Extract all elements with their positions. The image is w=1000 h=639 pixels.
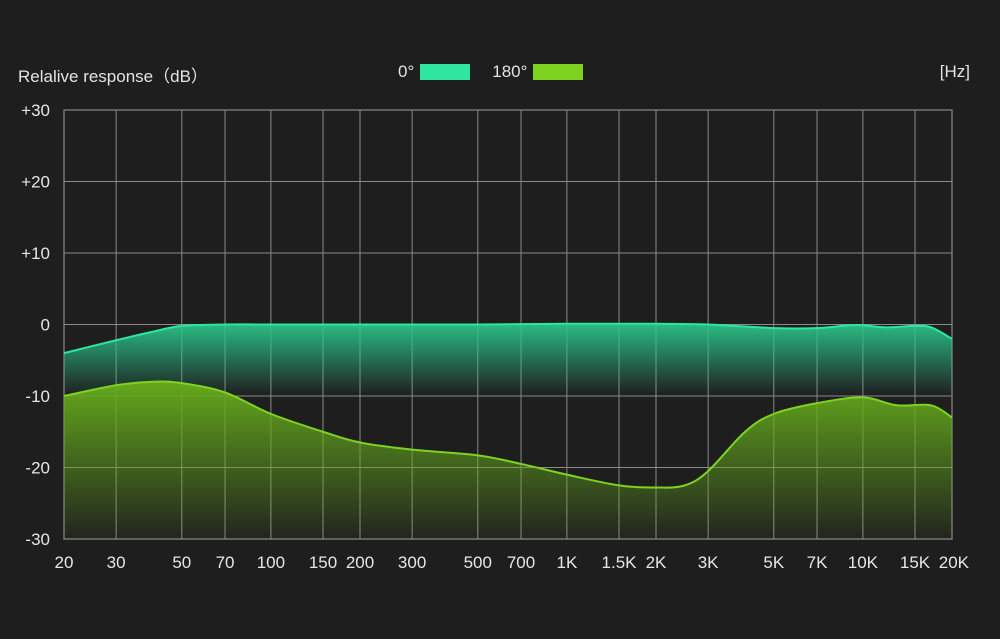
x-tick-label: 150: [309, 553, 337, 572]
x-axis-unit: [Hz]: [939, 62, 970, 81]
x-tick-label: 50: [172, 553, 191, 572]
x-tick-label: 1.5K: [602, 553, 638, 572]
y-tick-label: +20: [21, 173, 50, 192]
x-tick-label: 5K: [763, 553, 784, 572]
legend-label-180deg: 180°: [492, 62, 528, 81]
legend-swatch-0deg: [420, 64, 471, 80]
y-tick-label: -20: [25, 459, 50, 478]
x-tick-label: 7K: [807, 553, 828, 572]
area-fill-180deg: [64, 381, 952, 539]
x-tick-label: 3K: [698, 553, 719, 572]
y-tick-label: -10: [25, 387, 50, 406]
y-tick-label: +10: [21, 244, 50, 263]
y-axis-title: Relalive response（dB）: [18, 67, 208, 86]
area-fill-0deg: [64, 323, 952, 396]
series-line-0deg: [63, 322, 953, 355]
legend: 0° 180°: [398, 62, 605, 82]
x-tick-label: 15K: [900, 553, 931, 572]
legend-item-180deg: 180°: [492, 62, 584, 82]
y-tick-label: +30: [21, 101, 50, 120]
y-tick-label: 0: [41, 316, 50, 335]
legend-item-0deg: 0°: [398, 62, 471, 82]
x-tick-label: 20: [55, 553, 74, 572]
tick-labels: +30 +20 +10 0 -10 -20 -30 20 30 50 70 100 150 200 300 5…: [21, 101, 970, 572]
x-tick-label: 20K: [939, 553, 970, 572]
x-tick-label: 30: [107, 553, 126, 572]
x-tick-label: 700: [507, 553, 535, 572]
legend-swatch-180deg: [533, 64, 584, 80]
x-tick-label: 1K: [556, 553, 577, 572]
x-tick-label: 10K: [848, 553, 879, 572]
x-tick-label: 300: [398, 553, 426, 572]
x-tick-label: 200: [346, 553, 374, 572]
y-tick-label: -30: [25, 530, 50, 549]
x-tick-label: 100: [257, 553, 285, 572]
legend-label-0deg: 0°: [398, 62, 415, 81]
x-tick-label: 70: [216, 553, 235, 572]
series-line-180deg: [63, 380, 953, 489]
x-tick-label: 500: [464, 553, 492, 572]
series-areas: [63, 322, 953, 539]
x-tick-label: 2K: [646, 553, 667, 572]
